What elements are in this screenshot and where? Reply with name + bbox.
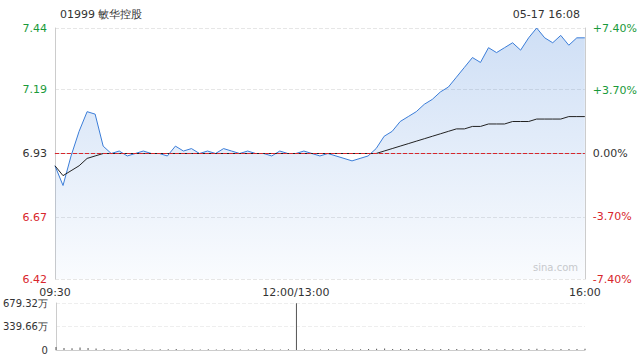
svg-text:7.19: 7.19 [23, 83, 48, 96]
svg-text:+7.40%: +7.40% [593, 22, 637, 35]
svg-text:0.00%: 0.00% [593, 147, 628, 160]
svg-text:-3.70%: -3.70% [593, 210, 632, 223]
svg-text:09:30: 09:30 [39, 286, 71, 299]
svg-text:05-17 16:08: 05-17 16:08 [513, 8, 580, 21]
svg-text:12:00/13:00: 12:00/13:00 [262, 286, 329, 299]
svg-text:0: 0 [42, 345, 48, 356]
svg-text:01999 敏华控股: 01999 敏华控股 [60, 8, 143, 21]
svg-text:6.42: 6.42 [23, 273, 48, 286]
svg-text:6.93: 6.93 [23, 147, 48, 160]
svg-text:339.66万: 339.66万 [3, 321, 48, 332]
svg-text:+3.70%: +3.70% [593, 84, 637, 97]
svg-text:7.44: 7.44 [23, 22, 48, 35]
svg-text:679.32万: 679.32万 [3, 298, 48, 309]
svg-text:-7.40%: -7.40% [593, 273, 632, 286]
svg-text:16:00: 16:00 [569, 286, 601, 299]
svg-text:6.67: 6.67 [23, 211, 48, 224]
